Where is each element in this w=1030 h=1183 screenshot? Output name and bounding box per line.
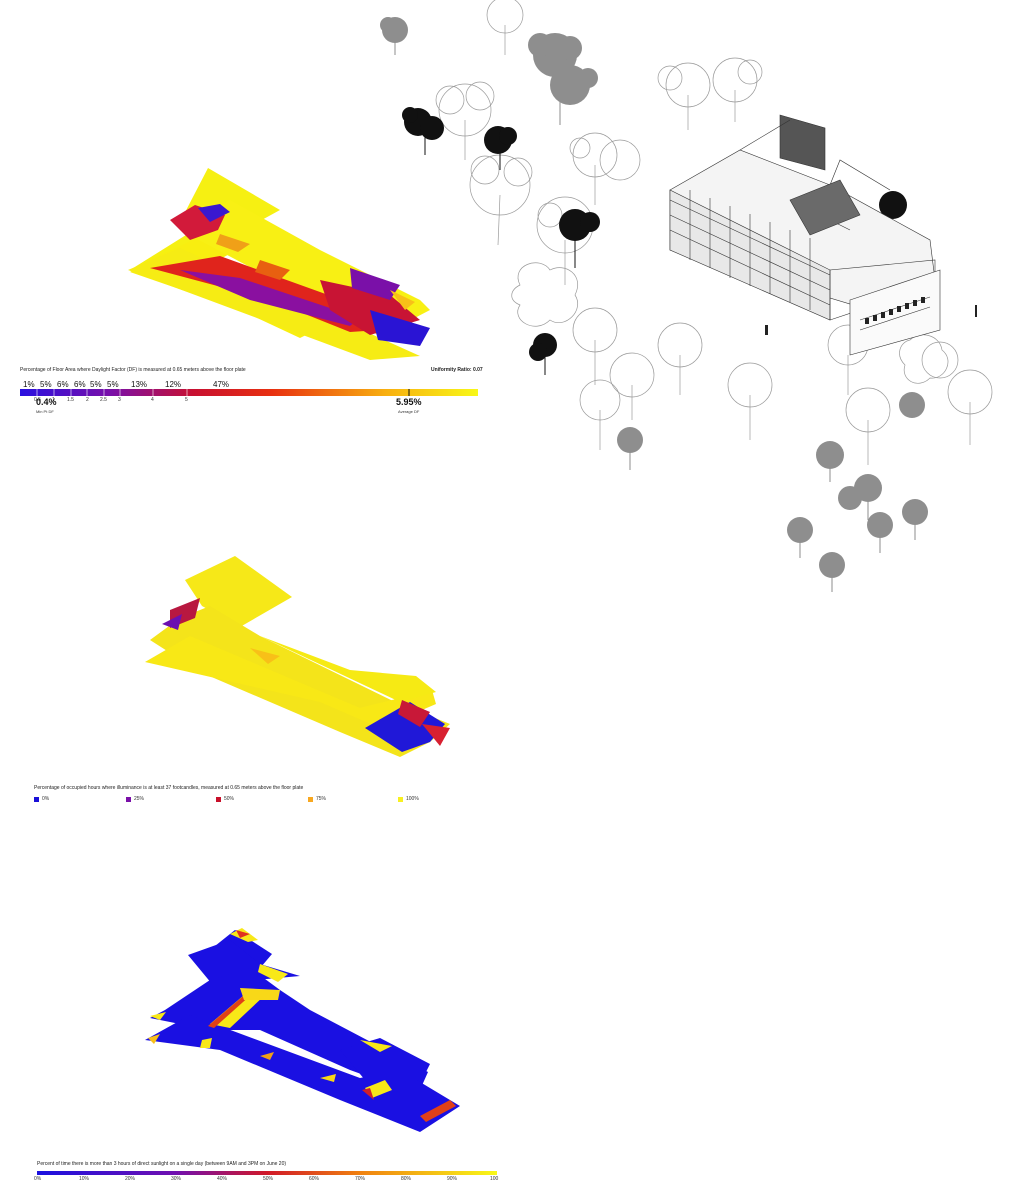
df-tick-row: 0.5 1 1.5 2 2.5 3 4 5 [20,397,480,405]
df-percent: 5% [90,380,102,389]
df-tick: 4 [151,397,154,403]
df-min-value: 0.4% [36,397,57,407]
df-percent: 6% [74,380,86,389]
df-percent: 1% [23,380,35,389]
building-axonometric [380,0,993,592]
sunlight-tick: 100 [490,1176,499,1182]
sunlight-tick: 30% [171,1176,182,1182]
legend-label: 75% [316,796,327,802]
df-tick: 3 [118,397,121,403]
df-percent: 13% [131,380,148,389]
legend-item: 25% [126,796,144,802]
legend-item: 50% [216,796,234,802]
df-tick: 2.5 [100,397,107,403]
legend-label: 50% [224,796,235,802]
legend-item: 100% [398,796,419,802]
illuminance-plan [145,556,450,757]
daylight-caption: Percentage of Floor Area where Daylight … [20,367,246,373]
sunlight-tick: 50% [263,1176,274,1182]
df-tick: 2 [86,397,89,403]
df-tick: 1 [52,397,55,403]
legend-label: 100% [406,796,419,802]
df-percent: 47% [213,380,230,389]
df-tick: 5 [185,397,188,403]
illuminance-caption: Percentage of occupied hours where illum… [34,785,304,791]
daylight-factor-scale-bar [20,389,478,396]
legend-swatch [34,796,39,802]
legend-swatch [308,796,313,802]
sunlight-tick-row: 0% 10% 20% 30% 40% 50% 60% 70% 80% 90% 1… [34,1176,504,1183]
sunlight-plan [145,928,460,1132]
df-percent: 6% [57,380,69,389]
sunlight-tick: 80% [401,1176,412,1182]
df-min-label: Min Pt DF [36,409,54,414]
df-percent-row: 1% 5% 6% 6% 5% 5% 13% 12% 47% [20,380,480,390]
legend-item: 0% [34,796,49,802]
sunlight-scale-bar [37,1171,497,1175]
legend-item: 75% [308,796,326,802]
sunlight-tick: 60% [309,1176,320,1182]
sunlight-tick: 90% [447,1176,458,1182]
sunlight-tick: 0% [34,1176,42,1182]
illuminance-legend: 0% 25% 50% 75% 100% [34,796,494,804]
legend-swatch [398,796,403,802]
sunlight-caption: Percent of time there is more than 3 hou… [37,1161,287,1167]
sunlight-tick: 40% [217,1176,228,1182]
df-tick: 0.5 [34,397,41,403]
daylight-factor-plan [128,168,430,360]
sunlight-tick: 20% [125,1176,136,1182]
df-average-value: 5.95% [396,397,422,407]
legend-label: 25% [134,796,145,802]
df-average-label: Average DF [398,409,420,414]
df-percent: 5% [40,380,52,389]
df-tick: 1.5 [67,397,74,403]
legend-label: 0% [42,796,50,802]
df-percent: 12% [165,380,182,389]
sunlight-tick: 10% [79,1176,90,1182]
df-percent: 5% [107,380,119,389]
uniformity-ratio: Uniformity Ratio: 0.07 [431,367,483,373]
sunlight-tick: 70% [355,1176,366,1182]
legend-swatch [216,796,221,802]
legend-swatch [126,796,131,802]
